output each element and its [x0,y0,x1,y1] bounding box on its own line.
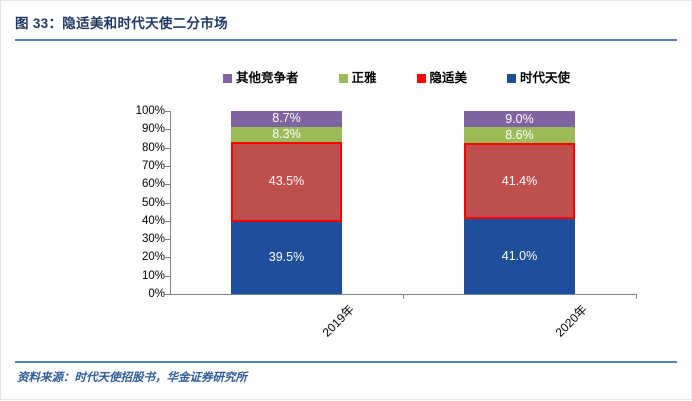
bar-value-label: 43.5% [268,174,305,189]
bar-value-label: 8.3% [272,127,301,141]
x-axis-tick-mark [636,294,637,299]
bar-segment-隐适美: 41.4% [464,143,575,219]
source-note: 资料来源：时代天使招股书，华金证券研究所 [17,372,247,384]
legend-item-3: 隐适美 [416,70,468,85]
y-axis-tick-mark [164,220,170,222]
legend-item-2: 正雅 [338,70,377,85]
title-divider [15,39,677,41]
figure-title-bar: 图 33：隐适美和时代天使二分市场 [15,15,677,45]
y-axis-tick-mark [164,202,170,204]
y-axis-tick-label: 20% [141,251,165,264]
x-axis-tick-mark [403,294,404,299]
y-axis-tick-mark [164,294,170,295]
y-axis-tick-label: 80% [141,141,165,154]
y-axis-tick-label: 90% [141,123,165,136]
bar-value-label: 8.7% [272,111,301,126]
y-axis-tick-label: 40% [141,214,165,227]
y-axis-tick-label: 100% [135,105,165,117]
bar-segment-正雅: 8.3% [231,126,342,143]
legend-item-label: 其他竞争者 [236,70,299,85]
y-axis-tick-label: 70% [141,159,165,172]
legend-item-1: 其他竞争者 [223,70,299,85]
bar-segment-时代天使: 41.0% [464,218,575,294]
legend-item-label: 正雅 [351,70,377,85]
bar-segment-隐适美: 43.5% [231,142,342,222]
x-axis-category-label: 2020年 [552,302,590,340]
legend-item-label: 隐适美 [429,70,468,85]
bar-value-label: 8.6% [505,127,534,142]
footer-divider [15,361,677,363]
y-axis-tick-mark [164,111,170,112]
bar-stack-2020年: 41.0% 41.4% 8.6% 9.0% [464,111,575,294]
y-axis-tick-mark [164,184,170,186]
y-axis-tick-label: 30% [141,233,165,246]
y-axis-tick-label: 50% [141,196,165,209]
x-axis-category-label: 2019年 [319,302,357,340]
y-axis-tick-label: 60% [141,178,165,191]
bar-stack-2019年: 39.5% 43.5% 8.3% 8.7% [231,111,342,294]
bar-segment-正雅: 8.6% [464,127,575,144]
y-axis-tick-mark [164,239,170,241]
legend-swatch-icon [507,73,517,83]
y-axis-tick-label: 10% [141,269,165,282]
bar-segment-其他竞争者: 9.0% [464,111,575,128]
bar-value-label: 41.4% [501,173,538,188]
legend-swatch-icon [338,73,348,83]
y-axis-tick-mark [164,129,170,131]
y-axis-tick-mark [164,147,170,149]
legend-item-4: 时代天使 [507,70,571,85]
y-axis-tick-mark [164,275,170,277]
y-axis-line [170,111,171,295]
bar-segment-其他竞争者: 8.7% [231,111,342,127]
page-title: 图 33：隐适美和时代天使二分市场 [15,16,228,31]
y-axis-tick-labels: 0% 10% 20% 30% 40% 50% 60% 70% 80% 90% 100% [105,105,165,300]
chart-legend: 其他竞争者 正雅 隐适美 时代天使 [223,67,643,89]
bar-value-label: 9.0% [505,111,534,126]
y-axis-tick-mark [164,165,170,167]
bar-value-label: 41.0% [501,248,538,263]
legend-item-label: 时代天使 [520,70,571,85]
bar-value-label: 39.5% [268,250,305,265]
legend-swatch-icon [223,73,232,83]
legend-swatch-icon [416,73,426,83]
bar-segment-时代天使: 39.5% [231,221,342,294]
y-axis-tick-mark [164,257,170,259]
y-axis-tick-label: 0% [148,288,165,300]
